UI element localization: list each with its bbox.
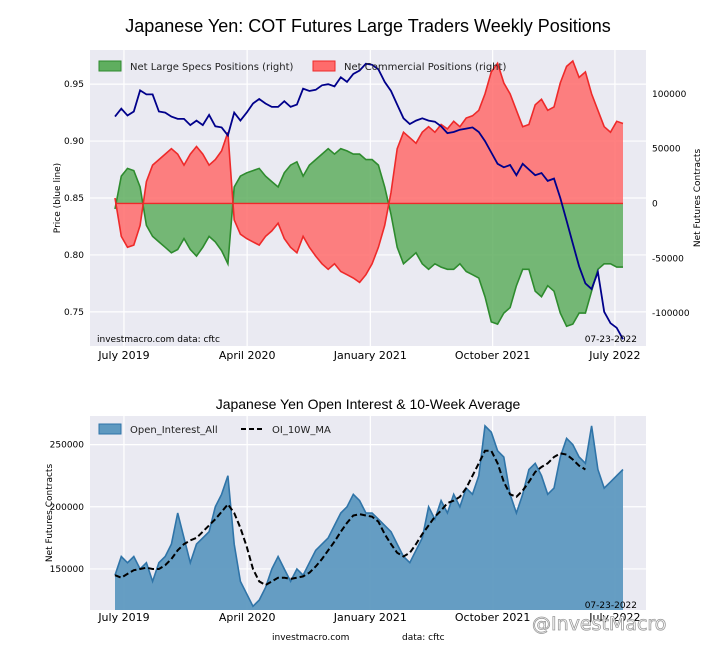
bottom-date-note: 07-23-2022 [585, 601, 637, 611]
bottom-y-tick-label-1: 200000 [50, 503, 85, 513]
footer-source: investmacro.com [272, 633, 349, 643]
footer-data: data: cftc [402, 633, 445, 643]
legend-swatch-oi [98, 423, 122, 435]
left-tick-label-2: 0.85 [64, 194, 84, 204]
left-tick-label-3: 0.90 [64, 137, 84, 147]
top-line-series [114, 59, 624, 328]
top-x-tick-label-1: April 2020 [219, 349, 276, 362]
top-x-axis-ticks: July 2019 April 2020 January 2021 October 2… [97, 349, 640, 362]
bottom-x-axis-ticks: July 2019 April 2020 January 2021 October 2… [97, 611, 640, 624]
legend-swatch-specs [98, 60, 122, 72]
bottom-x-tick-label-3: October 2021 [455, 611, 531, 624]
right-tick-label-3: 50000 [652, 145, 681, 155]
bottom-x-tick-label-4: July 2022 [588, 611, 640, 624]
open-interest-line [114, 424, 624, 608]
bottom-y-tick-label-2: 250000 [50, 441, 85, 451]
source-note: investmacro.com data: cftc [97, 335, 220, 345]
top-left-axis-ticks: 0.75 0.80 0.85 0.90 0.95 [64, 80, 84, 318]
top-x-tick-label-3: October 2021 [455, 349, 531, 362]
left-tick-label-1: 0.80 [64, 251, 84, 261]
main-title: Japanese Yen: COT Futures Large Traders … [125, 16, 611, 36]
left-tick-label-4: 0.95 [64, 80, 84, 90]
bottom-y-axis-label: Net Futures Contracts [45, 464, 55, 563]
bottom-x-tick-label-0: July 2019 [97, 611, 149, 624]
specs-line [114, 147, 623, 328]
moving-average-line [114, 449, 586, 587]
left-tick-label-0: 0.75 [64, 308, 84, 318]
bottom-legend: Open_Interest_All OI_10W_MA [98, 423, 331, 436]
legend-label-ma: OI_10W_MA [272, 425, 331, 436]
legend-label-specs: Net Large Specs Positions (right) [130, 62, 294, 73]
commercial-line [114, 59, 624, 284]
watermark: @InvestMacro [532, 613, 666, 635]
price-line [114, 62, 624, 340]
top-x-tick-label-2: January 2021 [333, 349, 407, 362]
bottom-panel: 150000 200000 250000 July 2019 April 2020 Ja… [45, 416, 646, 624]
date-note: 07-23-2022 [585, 335, 637, 345]
top-x-tick-label-4: July 2022 [588, 349, 640, 362]
commercial-area [115, 61, 623, 283]
moving-average-series [114, 449, 586, 587]
open-interest-area [115, 425, 623, 610]
bottom-y-tick-label-0: 150000 [50, 565, 85, 575]
top-legend: Net Large Specs Positions (right) Net Co… [98, 60, 506, 73]
price-series [114, 62, 624, 340]
top-panel: 0.75 0.80 0.85 0.90 0.95 -100000 -50000 0 50000… [53, 50, 703, 362]
bottom-title: Japanese Yen Open Interest & 10-Week Ave… [216, 396, 521, 412]
legend-label-oi: Open_Interest_All [130, 425, 218, 436]
legend-swatch-commercial [312, 60, 336, 72]
right-tick-label-1: -50000 [652, 254, 684, 264]
legend-label-commercial: Net Commercial Positions (right) [344, 62, 506, 73]
bottom-x-tick-label-2: January 2021 [333, 611, 407, 624]
top-x-tick-label-0: July 2019 [97, 349, 149, 362]
left-axis-label: Price (blue line) [53, 163, 63, 233]
right-tick-label-0: -100000 [652, 309, 690, 319]
top-area-series [115, 61, 623, 327]
top-right-axis-ticks: -100000 -50000 0 50000 100000 [652, 90, 690, 319]
specs-area [115, 148, 623, 327]
right-axis-label: Net Futures Contracts [693, 149, 703, 248]
right-tick-label-4: 100000 [652, 90, 687, 100]
bottom-y-axis-ticks: 150000 200000 250000 [50, 441, 85, 575]
open-interest-series [114, 424, 624, 610]
bottom-x-tick-label-1: April 2020 [219, 611, 276, 624]
right-tick-label-2: 0 [652, 199, 658, 209]
